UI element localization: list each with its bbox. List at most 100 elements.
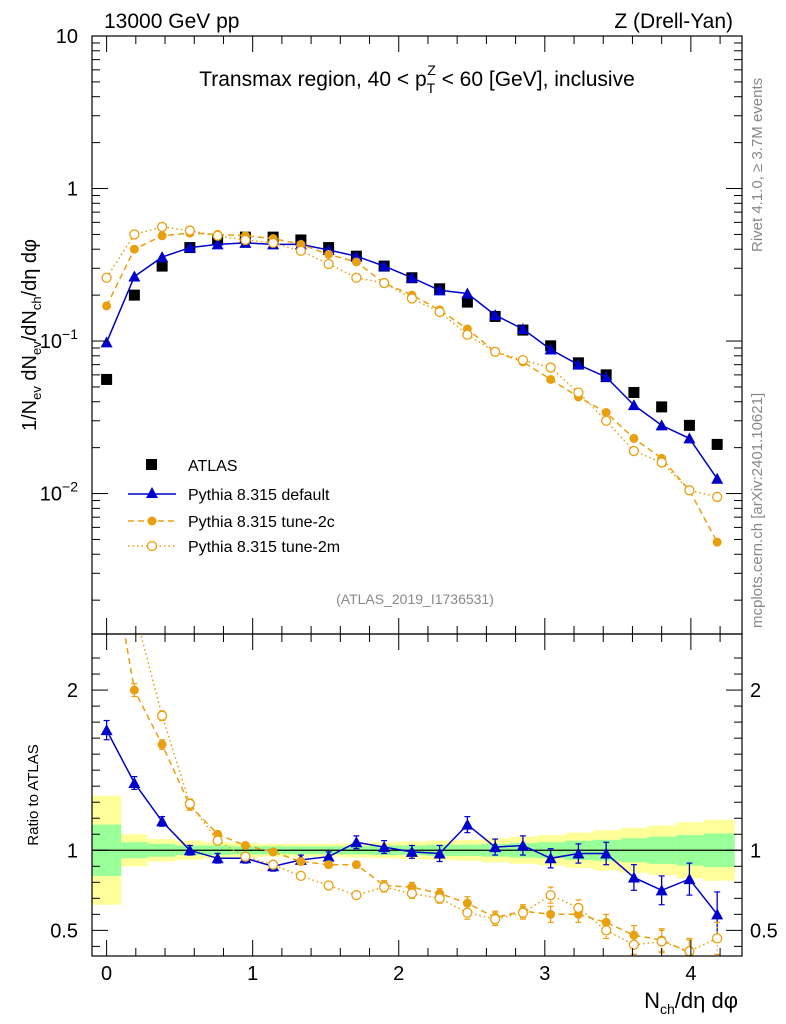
ratio-point-pythia-8-315-default: [655, 884, 668, 896]
main-ytick-label-base: 1: [67, 179, 78, 201]
ratio-point-pythia-8-315-tune-2m: [295, 870, 307, 882]
main-point-pythia-8-315-tune-2m: [212, 230, 223, 241]
ratio-point-pythia-8-315-tune-2m: [323, 880, 334, 891]
main-point-pythia-8-315-tune-2c: [351, 257, 361, 267]
ratio-xtick-label: 3: [539, 963, 550, 985]
ratio-point-pythia-8-315-tune-2m: [462, 907, 473, 918]
ylabel-p5: ch: [29, 296, 44, 310]
ratio-point-pythia-8-315-default: [600, 847, 613, 859]
main-point-pythia-8-315-default: [544, 343, 557, 355]
ratio-xtick-label: 2: [393, 963, 404, 985]
main-point-pythia-8-315-tune-2c: [601, 407, 611, 417]
ratio-point-pythia-8-315-tune-2c: [296, 856, 306, 866]
ratio-ytick-label-right: 2: [750, 680, 761, 702]
ratio-xtick-label: 0: [101, 963, 112, 985]
ratio-point-pythia-8-315-tune-2m: [545, 889, 556, 901]
ratio-point-pythia-8-315-default: [183, 844, 196, 856]
legend-label-tune2m: Pythia 8.315 tune-2m: [188, 539, 340, 556]
main-point-pythia-8-315-default: [711, 472, 724, 484]
main-point-pythia-8-315-tune-2m: [628, 445, 640, 457]
ratio-point-pythia-8-315-default: [711, 908, 724, 920]
ratio-point-pythia-8-315-tune-2m: [656, 936, 667, 947]
legend-marker-default: [146, 487, 158, 498]
ratio-point-pythia-8-315-default: [100, 724, 113, 736]
ratio-ytick-label-right: 1: [750, 840, 761, 862]
ylabel-p3: ev: [29, 341, 44, 355]
main-point-pythia-8-315-tune-2m: [101, 272, 112, 283]
ratio-point-pythia-8-315-tune-2m: [212, 835, 223, 846]
main-point-atlas: [156, 260, 168, 272]
ratio-point-pythia-8-315-tune-2c: [324, 860, 334, 870]
ratio-xtick-label: 1: [247, 963, 258, 985]
main-line-pythia-8-315-tune-2m: [105, 226, 718, 498]
main-point-atlas: [461, 296, 473, 308]
ratio-point-pythia-8-315-tune-2m: [712, 933, 723, 944]
main-point-atlas: [656, 401, 668, 413]
ratio-point-pythia-8-315-tune-2m: [601, 925, 612, 936]
ratio-point-pythia-8-315-tune-2c: [546, 909, 556, 919]
side-label-bottom: mcplots.cern.ch [arXiv:2401.10621]: [749, 393, 766, 628]
ratio-point-pythia-8-315-tune-2m: [130, 605, 139, 614]
ratio-panel: 0.5 0.5 1 1 2 2 0 1 2 3 4 Ratio to ATLAS Nch/dη dφ: [25, 605, 778, 1017]
ratio-point-pythia-8-315-default: [627, 871, 640, 883]
side-label-top: Rivet 4.1.0, ≥ 3.7M events: [749, 78, 766, 252]
ratio-point-pythia-8-315-tune-2m: [351, 889, 362, 901]
main-point-pythia-8-315-tune-2c: [712, 537, 722, 547]
ratio-xtick-label: 4: [685, 963, 696, 985]
main-point-pythia-8-315-tune-2m: [712, 491, 723, 503]
main-point-pythia-8-315-default: [156, 251, 169, 263]
ratio-point-pythia-8-315-tune-2m: [434, 893, 445, 904]
legend-label-tune2c: Pythia 8.315 tune-2c: [188, 514, 335, 531]
main-point-pythia-8-315-tune-2m: [684, 485, 695, 496]
title-sub: T: [427, 80, 436, 96]
ylabel-p6: /dη dφ: [19, 239, 41, 296]
ylabel-p1: ev: [29, 386, 44, 400]
ratio-point-pythia-8-315-default: [544, 852, 557, 864]
main-ytick-label: 10: [56, 26, 78, 48]
ratio-point-pythia-8-315-default: [350, 836, 363, 848]
main-point-pythia-8-315-default: [183, 241, 196, 253]
title-post: < 60 [GeV], inclusive: [436, 68, 635, 91]
main-point-atlas: [683, 419, 695, 431]
main-point-pythia-8-315-default: [683, 432, 696, 444]
ratio-ytick-label-left: 1: [67, 840, 78, 862]
ratio-xlabel: Nch/dη dφ: [644, 988, 738, 1017]
ratio-point-pythia-8-315-default: [322, 850, 335, 862]
ratio-point-pythia-8-315-default: [461, 818, 474, 830]
ratio-point-pythia-8-315-default: [572, 847, 585, 859]
main-point-pythia-8-315-default: [655, 419, 668, 431]
ratio-point-pythia-8-315-default: [405, 845, 418, 857]
main-point-pythia-8-315-tune-2m: [240, 234, 251, 246]
ratio-ytick-label-right: 0.5: [750, 920, 778, 942]
ratio-point-pythia-8-315-default: [128, 776, 141, 788]
main-point-pythia-8-315-tune-2m: [323, 258, 334, 270]
main-ytick-label: 10−2: [40, 479, 78, 506]
main-point-pythia-8-315-tune-2c: [102, 301, 112, 311]
ratio-point-pythia-8-315-tune-2m: [378, 881, 390, 893]
xlabel-p1: ch: [660, 1001, 675, 1017]
main-point-pythia-8-315-tune-2m: [295, 245, 307, 257]
main-point-atlas: [628, 386, 640, 398]
ratio-point-pythia-8-315-tune-2c: [462, 898, 472, 908]
legend-label-default: Pythia 8.315 default: [188, 487, 330, 504]
header-right: Z (Drell-Yan): [614, 10, 733, 33]
main-point-pythia-8-315-tune-2c: [157, 231, 167, 241]
main-point-pythia-8-315-default: [378, 260, 391, 272]
main-point-pythia-8-315-default: [461, 287, 474, 299]
main-point-pythia-8-315-tune-2m: [489, 346, 501, 357]
header-left: 13000 GeV pp: [104, 10, 239, 33]
main-point-pythia-8-315-tune-2m: [656, 457, 667, 468]
ratio-point-pythia-8-315-tune-2m: [406, 888, 418, 899]
main-title: Transmax region, 40 < pTZ < 60 [GeV], in…: [199, 62, 635, 96]
ylabel-p0: 1/N: [19, 400, 41, 431]
ratio-frame: [91, 633, 743, 957]
main-point-pythia-8-315-default: [516, 322, 529, 334]
main-point-atlas: [711, 438, 723, 450]
ratio-point-pythia-8-315-tune-2c: [268, 847, 278, 857]
main-point-pythia-8-315-tune-2c: [129, 244, 139, 254]
main-point-pythia-8-315-default: [489, 309, 502, 321]
main-ytick-label-exp: −1: [62, 326, 78, 342]
main-ytick-label-base: 10: [56, 26, 78, 48]
reference-label: (ATLAS_2019_I1736531): [336, 591, 494, 607]
ratio-point-pythia-8-315-tune-2m: [184, 798, 196, 809]
